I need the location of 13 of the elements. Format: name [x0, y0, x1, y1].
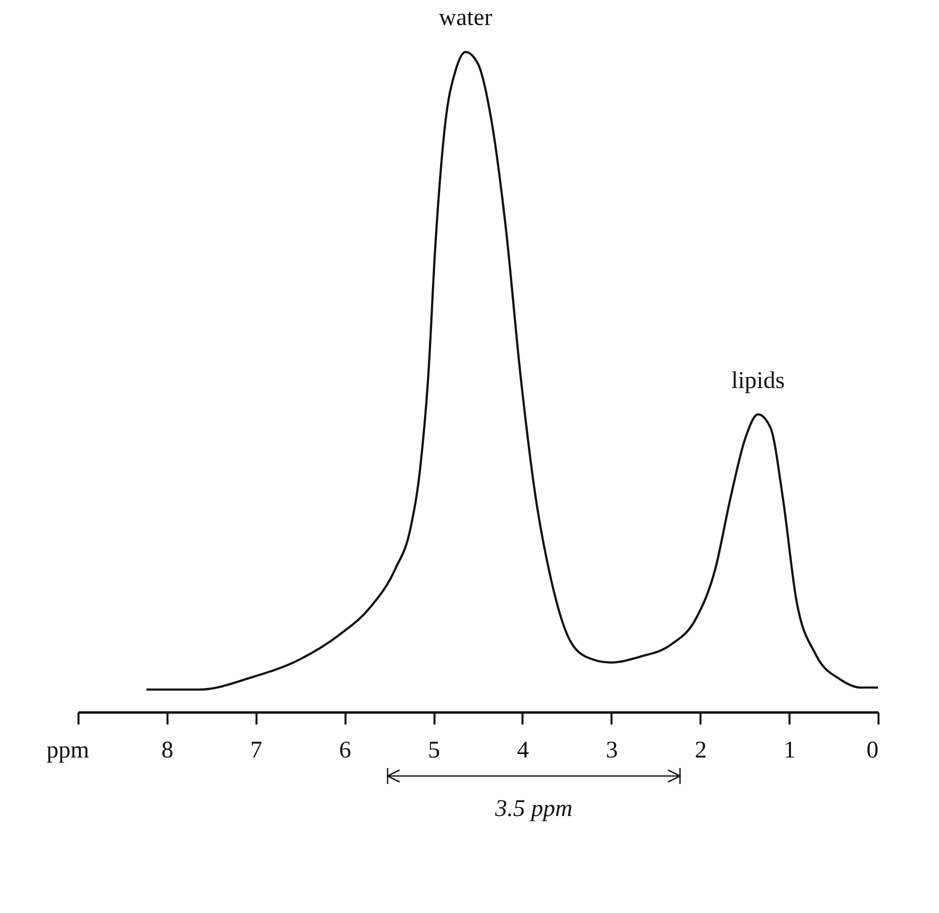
x-tick-label: 2 [694, 738, 707, 764]
x-tick-label: 3 [606, 738, 618, 764]
annotation: water [438, 5, 492, 31]
x-tick-label: 4 [516, 738, 529, 764]
x-tick-label: 6 [339, 738, 352, 764]
x-tick-label: 7 [250, 738, 262, 764]
text: 3.5 ppm [494, 796, 572, 822]
x-tick-label: 1 [784, 738, 796, 764]
x-tick-label: 5 [428, 738, 440, 764]
x-tick-label: 0 [866, 738, 878, 764]
x-axis-title: ppm [46, 738, 90, 764]
x-tick-label: 8 [161, 738, 174, 764]
annotation: lipids [731, 368, 785, 394]
